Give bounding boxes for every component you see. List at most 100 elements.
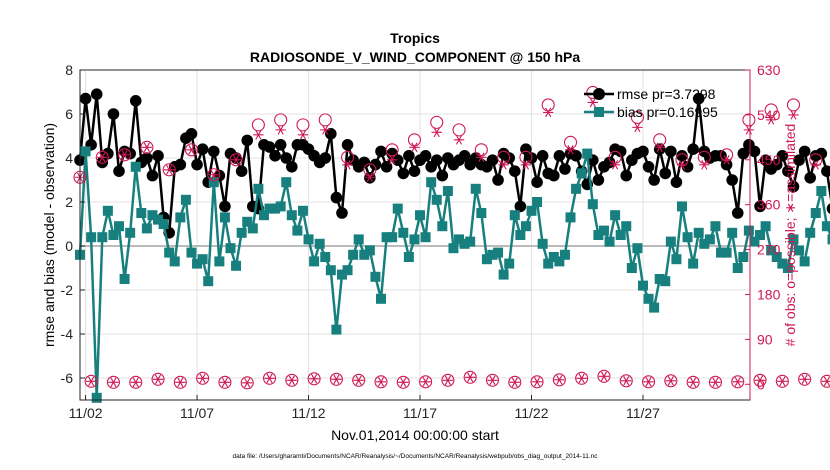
rmse-point — [531, 176, 543, 188]
bias-point — [676, 201, 687, 212]
assimilated-point — [230, 155, 242, 165]
bias-point — [481, 254, 492, 265]
assimilated-point — [498, 160, 509, 170]
rmse-point — [776, 150, 789, 162]
bias-point — [297, 205, 308, 216]
assimilated-point — [297, 130, 309, 140]
bias-point — [130, 161, 141, 172]
bias-point — [520, 221, 531, 232]
y-tick-label-left: -6 — [61, 370, 74, 386]
assimilated-point — [286, 375, 298, 386]
bias-point — [699, 238, 710, 249]
possible-point — [363, 163, 377, 177]
assimilated-point — [665, 376, 677, 386]
bias-point — [543, 258, 554, 269]
bias-point — [821, 221, 830, 232]
possible-point — [118, 148, 132, 162]
x-tick-label: 11/07 — [180, 405, 214, 421]
bias-point — [671, 254, 682, 265]
possible-point — [229, 153, 243, 167]
rmse-point — [419, 150, 432, 162]
bias-point — [782, 263, 793, 273]
assimilated-point — [242, 378, 253, 388]
possible-point — [274, 113, 288, 127]
assimilated-point — [386, 155, 398, 165]
bias-point — [587, 199, 598, 210]
rmse-point — [263, 141, 276, 153]
assimilated-point — [208, 169, 219, 180]
bias-point — [827, 234, 830, 245]
possible-point — [708, 375, 722, 389]
bias-point — [738, 252, 749, 262]
bias-point — [169, 256, 180, 267]
possible-point — [196, 371, 210, 385]
possible-point — [318, 113, 332, 127]
rmse-point — [358, 156, 371, 169]
assimilated-point — [788, 110, 799, 120]
possible-point — [630, 110, 644, 124]
bias-point — [760, 221, 771, 232]
bias-point — [777, 258, 788, 269]
bias-point — [598, 225, 609, 236]
possible-point — [485, 373, 500, 387]
bias-point — [336, 269, 347, 280]
possible-point — [597, 369, 611, 383]
y-tick-label-right: 270 — [757, 242, 781, 258]
bias-point — [141, 223, 152, 234]
bias-point — [610, 210, 621, 221]
bias-point — [348, 249, 359, 260]
assimilated-point — [353, 375, 364, 386]
possible-point — [441, 373, 455, 387]
assimilated-point — [487, 375, 498, 386]
possible-point — [95, 150, 109, 164]
bias-point — [331, 324, 342, 335]
bias-point — [364, 245, 375, 256]
possible-point — [686, 375, 700, 389]
rmse-point — [665, 145, 677, 158]
y-tick-label-right: 180 — [757, 286, 781, 302]
assimilated-point — [598, 371, 610, 382]
bias-point — [727, 227, 738, 238]
possible-point — [184, 143, 199, 157]
rmse-point — [821, 165, 830, 177]
bias-point — [192, 258, 203, 269]
rmse-point — [754, 200, 766, 213]
rmse-point — [397, 167, 410, 180]
possible-point — [396, 375, 410, 389]
bias-point — [231, 260, 242, 271]
rmse-point — [207, 145, 220, 158]
bias-point — [275, 201, 286, 212]
possible-point — [285, 373, 299, 387]
rmse-point — [113, 165, 125, 177]
bias-point — [415, 210, 426, 221]
possible-point — [374, 375, 388, 389]
possible-point — [497, 150, 511, 164]
rmse-point — [436, 169, 449, 182]
possible-point — [84, 374, 98, 388]
possible-point — [530, 375, 544, 389]
bias-point — [197, 254, 208, 265]
possible-point — [619, 374, 633, 388]
assimilated-point — [654, 142, 665, 153]
x-tick-label: 11/22 — [514, 405, 548, 421]
bias-point — [431, 194, 442, 205]
bias-point — [576, 168, 587, 179]
assimilated-point — [342, 160, 353, 170]
rmse-point — [726, 174, 738, 186]
rmse-point — [826, 203, 830, 214]
bias-point — [593, 230, 604, 240]
rmse-point — [241, 134, 254, 147]
y-tick-label-right: 450 — [757, 152, 781, 168]
bias-point — [805, 227, 816, 238]
bias-point — [219, 212, 230, 223]
rmse-point — [107, 108, 120, 120]
rmse-point — [659, 167, 672, 180]
bias-point — [303, 234, 314, 245]
rmse-point — [403, 150, 415, 162]
bias-point — [743, 225, 754, 236]
series-layer — [73, 85, 830, 403]
rmse-point — [592, 174, 605, 186]
assimilated-point — [732, 377, 743, 387]
bias-point — [749, 236, 760, 247]
bias-point — [665, 236, 676, 247]
